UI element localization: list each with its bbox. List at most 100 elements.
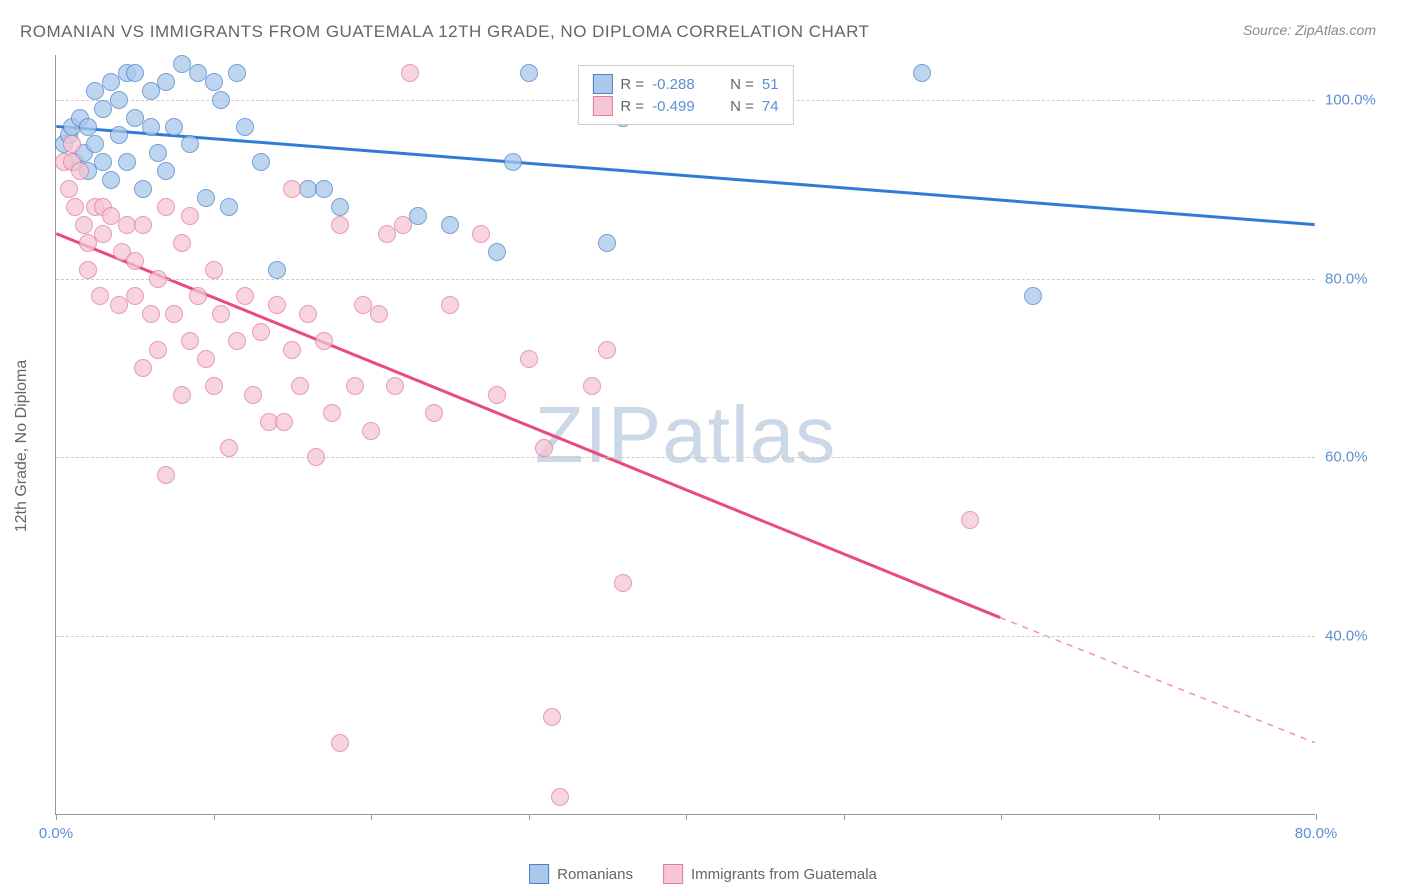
data-point <box>63 135 81 153</box>
data-point <box>362 422 380 440</box>
data-point <box>394 216 412 234</box>
data-point <box>118 153 136 171</box>
data-point <box>181 207 199 225</box>
data-point <box>504 153 522 171</box>
data-point <box>913 64 931 82</box>
data-point <box>212 91 230 109</box>
n-label: N = <box>730 76 754 93</box>
watermark-bold: ZIP <box>535 390 662 479</box>
data-point <box>149 270 167 288</box>
data-point <box>94 153 112 171</box>
x-tick-mark <box>529 814 530 820</box>
x-tick-mark <box>56 814 57 820</box>
data-point <box>75 216 93 234</box>
legend-item: Immigrants from Guatemala <box>663 864 877 884</box>
x-tick-label: 0.0% <box>39 825 73 842</box>
x-tick-mark <box>371 814 372 820</box>
data-point <box>91 287 109 305</box>
data-point <box>598 341 616 359</box>
data-point <box>283 341 301 359</box>
data-point <box>79 261 97 279</box>
data-point <box>520 64 538 82</box>
y-tick-label: 60.0% <box>1325 449 1395 466</box>
data-point <box>126 64 144 82</box>
data-point <box>110 126 128 144</box>
data-point <box>165 118 183 136</box>
data-point <box>205 377 223 395</box>
data-point <box>220 198 238 216</box>
x-tick-mark <box>1159 814 1160 820</box>
gridline <box>56 457 1315 458</box>
data-point <box>520 350 538 368</box>
data-point <box>268 261 286 279</box>
data-point <box>441 216 459 234</box>
data-point <box>149 341 167 359</box>
gridline <box>56 636 1315 637</box>
x-tick-mark <box>1001 814 1002 820</box>
n-value: 74 <box>762 98 779 115</box>
data-point <box>252 153 270 171</box>
data-point <box>244 386 262 404</box>
data-point <box>535 439 553 457</box>
legend-swatch <box>529 864 549 884</box>
data-point <box>142 118 160 136</box>
data-point <box>157 73 175 91</box>
x-tick-mark <box>214 814 215 820</box>
data-point <box>252 323 270 341</box>
data-point <box>79 118 97 136</box>
data-point <box>197 189 215 207</box>
y-tick-label: 100.0% <box>1325 91 1395 108</box>
data-point <box>181 332 199 350</box>
stats-legend-row: R =-0.499N =74 <box>592 96 778 116</box>
data-point <box>551 788 569 806</box>
data-point <box>71 162 89 180</box>
r-value: -0.499 <box>652 98 712 115</box>
data-point <box>543 708 561 726</box>
legend-item: Romanians <box>529 864 633 884</box>
stats-legend-row: R =-0.288N =51 <box>592 74 778 94</box>
data-point <box>205 73 223 91</box>
data-point <box>331 734 349 752</box>
series-legend: Romanians Immigrants from Guatemala <box>529 864 877 884</box>
data-point <box>134 180 152 198</box>
source-label: Source: ZipAtlas.com <box>1243 22 1376 38</box>
y-tick-label: 80.0% <box>1325 270 1395 287</box>
data-point <box>583 377 601 395</box>
data-point <box>1024 287 1042 305</box>
data-point <box>157 466 175 484</box>
data-point <box>401 64 419 82</box>
data-point <box>86 135 104 153</box>
data-point <box>315 332 333 350</box>
data-point <box>142 305 160 323</box>
gridline <box>56 279 1315 280</box>
y-axis-label: 12th Grade, No Diploma <box>13 360 31 533</box>
data-point <box>173 234 191 252</box>
data-point <box>236 118 254 136</box>
chart-title: ROMANIAN VS IMMIGRANTS FROM GUATEMALA 12… <box>20 22 869 42</box>
data-point <box>134 216 152 234</box>
watermark: ZIPatlas <box>535 389 836 481</box>
data-point <box>126 252 144 270</box>
x-tick-mark <box>1316 814 1317 820</box>
data-point <box>60 180 78 198</box>
r-value: -0.288 <box>652 76 712 93</box>
stats-legend: R =-0.288N =51R =-0.499N =74 <box>577 65 793 125</box>
data-point <box>472 225 490 243</box>
data-point <box>598 234 616 252</box>
y-tick-label: 40.0% <box>1325 628 1395 645</box>
data-point <box>386 377 404 395</box>
legend-label: Romanians <box>557 866 633 883</box>
data-point <box>110 91 128 109</box>
data-point <box>205 261 223 279</box>
data-point <box>236 287 254 305</box>
data-point <box>315 180 333 198</box>
data-point <box>165 305 183 323</box>
data-point <box>291 377 309 395</box>
data-point <box>323 404 341 422</box>
data-point <box>425 404 443 422</box>
data-point <box>331 198 349 216</box>
legend-swatch <box>592 74 612 94</box>
n-label: N = <box>730 98 754 115</box>
data-point <box>275 413 293 431</box>
data-point <box>283 180 301 198</box>
